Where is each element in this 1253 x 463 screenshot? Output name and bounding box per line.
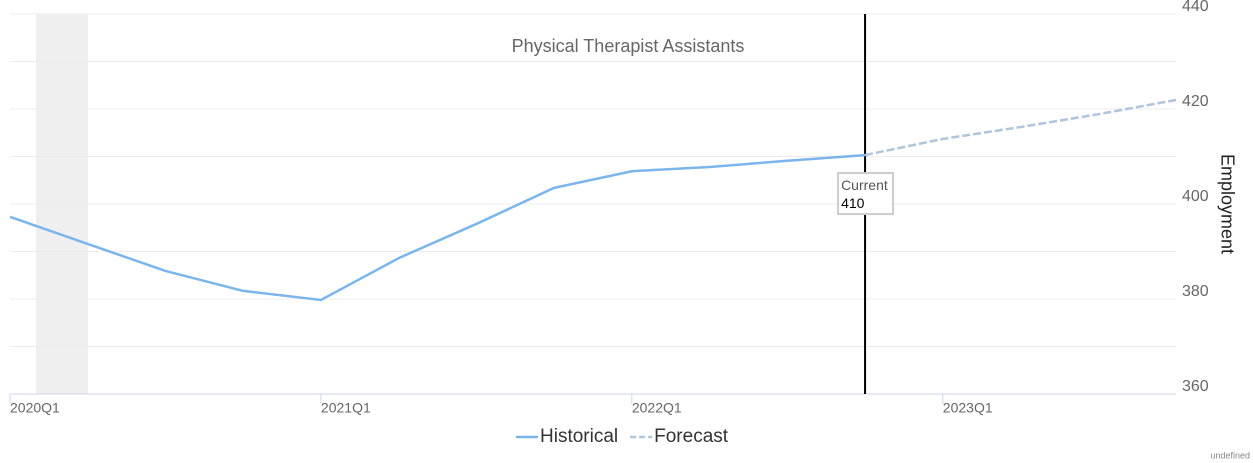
y-tick-label: 400 — [1182, 188, 1209, 205]
y-axis-label: Employment — [1217, 154, 1237, 254]
annotation-value: 410 — [841, 195, 865, 211]
footer: undefined — [1210, 450, 1250, 460]
series-line — [864, 98, 1177, 157]
y-tick-label: 440 — [1182, 0, 1209, 15]
legend-label: Forecast — [654, 426, 729, 447]
y-tick-label: 360 — [1182, 378, 1209, 395]
series-line — [9, 153, 866, 302]
legend-label: Historical — [540, 426, 618, 447]
y-tick-label: 420 — [1182, 93, 1209, 110]
x-tick-label: 2021Q1 — [321, 400, 371, 416]
x-tick-label: 2022Q1 — [632, 400, 682, 416]
x-tick-label: 2020Q1 — [10, 400, 60, 416]
annotation-box — [837, 172, 895, 216]
y-tick-label: 380 — [1182, 283, 1209, 300]
x-tick-label: 2023Q1 — [943, 400, 993, 416]
annotation-label: Current — [841, 177, 888, 193]
chart-title: Physical Therapist Assistants — [512, 36, 745, 56]
